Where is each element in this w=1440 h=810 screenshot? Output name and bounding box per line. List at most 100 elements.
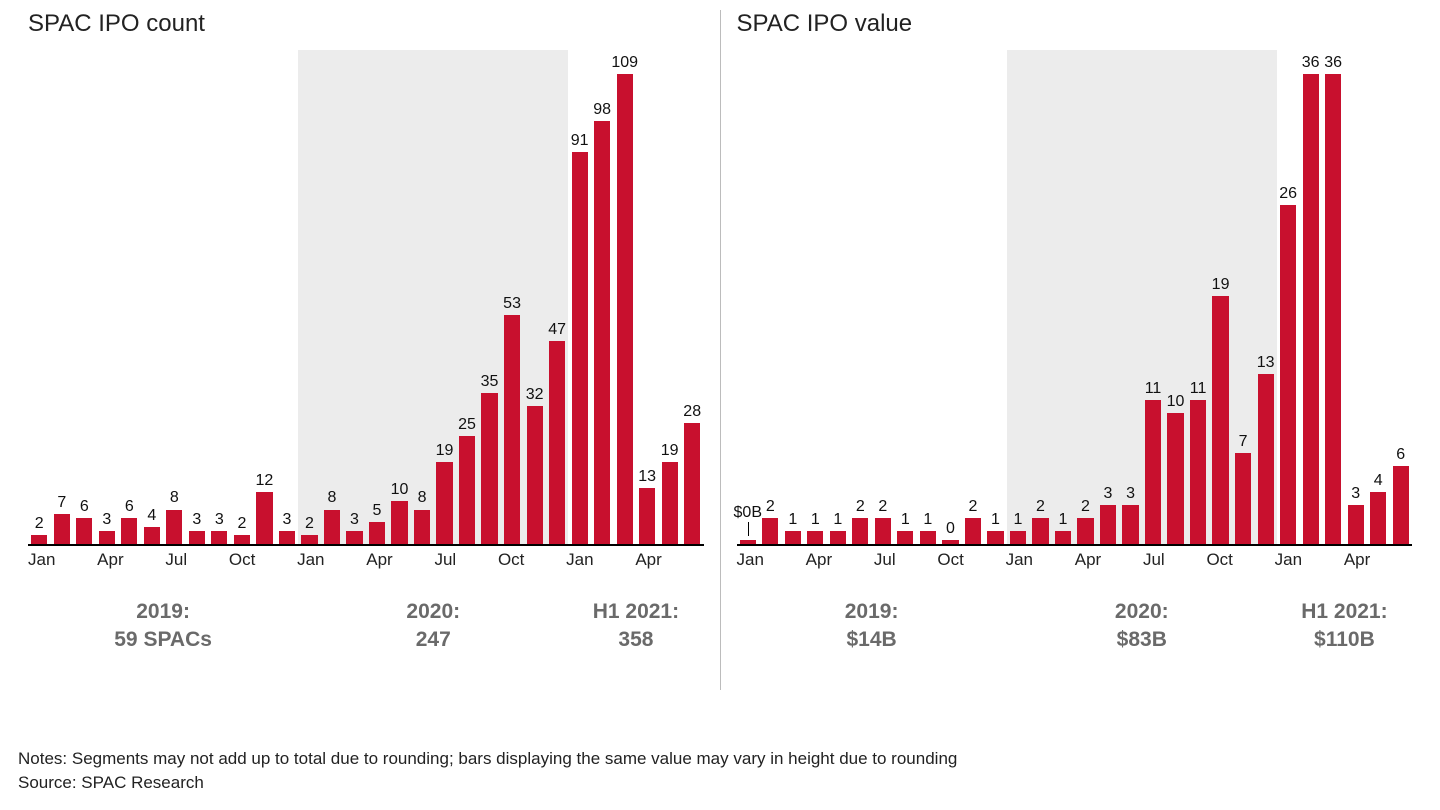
bar-value-label: 3 (215, 511, 224, 529)
x-tick (662, 550, 683, 570)
bar (1258, 374, 1274, 544)
bar-value-label: 1 (991, 511, 1000, 529)
x-tick (524, 550, 545, 570)
bar-value-label: 28 (683, 403, 701, 421)
bar-slot: 25 (456, 50, 479, 544)
bar (1100, 505, 1116, 544)
bar (572, 152, 588, 544)
bar (481, 393, 497, 544)
bar-slot: 12 (253, 50, 276, 544)
bar-slot: 13 (1254, 50, 1277, 544)
bar-slot: 47 (546, 50, 569, 544)
x-tick: Apr (1075, 550, 1101, 570)
bar-slot: 26 (1277, 50, 1300, 544)
bar (684, 423, 700, 544)
x-tick: Jul (165, 550, 187, 570)
bar-value-label: 7 (1239, 433, 1248, 451)
bar-slot: 19 (658, 50, 681, 544)
bar-slot: $0B (737, 50, 760, 544)
bar-slot: 2 (872, 50, 895, 544)
bar-value-label: 19 (1212, 276, 1230, 294)
bar-slot: 8 (163, 50, 186, 544)
bar-value-label: 0 (946, 520, 955, 538)
x-tick: Apr (97, 550, 123, 570)
bar-slot: 2 (1074, 50, 1097, 544)
bar (1325, 74, 1341, 544)
x-tick (255, 550, 276, 570)
bar-value-label: 13 (638, 468, 656, 486)
bar-value-label: 2 (35, 515, 44, 533)
bar-value-label: 2 (237, 515, 246, 533)
x-tick (477, 550, 498, 570)
bar (211, 531, 227, 544)
bar-value-label: 7 (57, 494, 66, 512)
bar (897, 531, 913, 544)
bar (920, 531, 936, 544)
bar-slot: 4 (141, 50, 164, 544)
x-tick (1033, 550, 1054, 570)
bar-value-label: 32 (526, 386, 544, 404)
x-tick (614, 550, 635, 570)
x-tick: Oct (229, 550, 255, 570)
x-tick (785, 550, 806, 570)
x-tick (76, 550, 97, 570)
x-tick (964, 550, 985, 570)
x-tick: Jul (434, 550, 456, 570)
x-tick (594, 550, 615, 570)
period-label: 2019:59 SPACs (28, 598, 298, 655)
x-tick (545, 550, 566, 570)
x-tick: Jan (737, 550, 764, 570)
bar (965, 518, 981, 544)
bar (830, 531, 846, 544)
bar (414, 510, 430, 545)
bar-value-label: 12 (256, 472, 274, 490)
bar-slot: 6 (118, 50, 141, 544)
x-tick: Jan (297, 550, 324, 570)
bar-value-label: 1 (833, 511, 842, 529)
bar-value-label: 2 (1081, 498, 1090, 516)
left-periods: 2019:59 SPACs2020:247H1 2021:358 (28, 598, 704, 655)
bar-slot: 0 (939, 50, 962, 544)
x-tick (985, 550, 1006, 570)
bar-slot: 2 (962, 50, 985, 544)
x-tick: Jan (28, 550, 55, 570)
bar-value-label: 1 (811, 511, 820, 529)
right-title: SPAC IPO value (737, 10, 1413, 38)
bar-slot: 1 (827, 50, 850, 544)
bar-value-label: 10 (1167, 393, 1185, 411)
bar (369, 522, 385, 544)
bar-value-label: 3 (1104, 485, 1113, 503)
period-label: 2020:247 (298, 598, 568, 655)
x-tick (1101, 550, 1122, 570)
bar (279, 531, 295, 544)
x-tick (1122, 550, 1143, 570)
bar (459, 436, 475, 544)
period-label: 2020:$83B (1007, 598, 1277, 655)
period-label: 2019:$14B (737, 598, 1007, 655)
bar (324, 510, 340, 545)
bar-slot: 1 (1007, 50, 1030, 544)
bar-slot: 11 (1142, 50, 1165, 544)
bar (1370, 492, 1386, 544)
bar-slot: 1 (782, 50, 805, 544)
bar (54, 514, 70, 544)
bar-slot: 7 (1232, 50, 1255, 544)
x-tick: Jan (566, 550, 593, 570)
bar (301, 535, 317, 544)
bar-slot: 8 (321, 50, 344, 544)
bar-slot: 3 (1119, 50, 1142, 544)
x-tick: Oct (498, 550, 524, 570)
bar-value-label: 3 (1351, 485, 1360, 503)
bar-value-label: 11 (1190, 380, 1207, 398)
bar-slot: 3 (208, 50, 231, 544)
left-plot: 2763648332123283510819253553324791981091… (28, 50, 704, 546)
x-tick: Oct (1206, 550, 1232, 570)
x-tick (276, 550, 297, 570)
x-tick (853, 550, 874, 570)
bar-slot: 91 (568, 50, 591, 544)
bar-value-label: 1 (1013, 511, 1022, 529)
bar-value-label: 25 (458, 416, 476, 434)
bar-value-label: 3 (282, 511, 291, 529)
bar-value-label: 8 (418, 489, 427, 507)
bar-slot: 2 (298, 50, 321, 544)
